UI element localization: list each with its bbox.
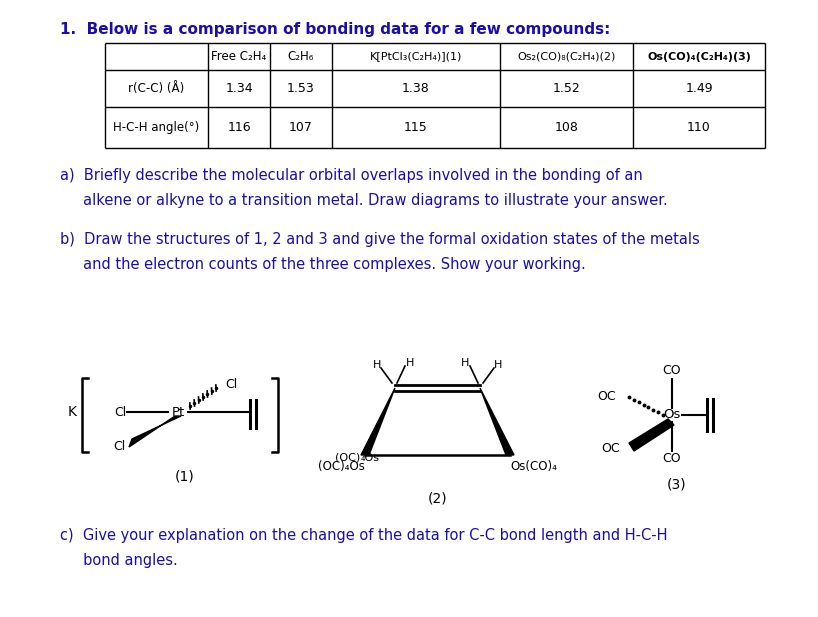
Text: OC: OC [597, 391, 616, 404]
Text: (2): (2) [428, 492, 447, 506]
Text: 115: 115 [404, 121, 428, 134]
Text: 1.53: 1.53 [287, 82, 315, 95]
Text: H: H [406, 358, 415, 368]
Text: (3): (3) [667, 478, 687, 492]
Text: 1.52: 1.52 [553, 82, 581, 95]
Text: bond angles.: bond angles. [60, 553, 178, 568]
Text: 107: 107 [289, 121, 313, 134]
Text: 1.  Below is a comparison of bonding data for a few compounds:: 1. Below is a comparison of bonding data… [60, 22, 610, 37]
Text: H: H [461, 358, 469, 368]
Text: (1): (1) [175, 470, 195, 484]
Text: (OC)₄Os: (OC)₄Os [318, 460, 365, 473]
Text: 1.49: 1.49 [685, 82, 712, 95]
Text: 108: 108 [555, 121, 578, 134]
Text: c)  Give your explanation on the change of the data for C-C bond length and H-C-: c) Give your explanation on the change o… [60, 528, 667, 543]
Polygon shape [129, 416, 181, 447]
Text: OC: OC [601, 442, 620, 455]
Text: K[PtCl₃(C₂H₄)](1): K[PtCl₃(C₂H₄)](1) [370, 51, 462, 62]
Text: H-C-H angle(°): H-C-H angle(°) [114, 121, 200, 134]
Text: ₄Os: ₄Os [361, 453, 380, 463]
Text: and the electron counts of the three complexes. Show your working.: and the electron counts of the three com… [60, 257, 586, 272]
Polygon shape [629, 419, 674, 451]
Text: 1.34: 1.34 [225, 82, 253, 95]
Text: a)  Briefly describe the molecular orbital overlaps involved in the bonding of a: a) Briefly describe the molecular orbita… [60, 168, 643, 183]
Text: 1.38: 1.38 [402, 82, 430, 95]
Text: b)  Draw the structures of 1, 2 and 3 and give the formal oxidation states of th: b) Draw the structures of 1, 2 and 3 and… [60, 232, 699, 247]
Text: H: H [494, 360, 502, 370]
Polygon shape [361, 388, 395, 455]
Text: Os: Os [663, 408, 681, 421]
Text: CO: CO [663, 452, 681, 465]
Text: Free C₂H₄: Free C₂H₄ [211, 50, 267, 63]
Text: C₂H₆: C₂H₆ [288, 50, 314, 63]
Text: (OC): (OC) [335, 453, 360, 463]
Text: Cl: Cl [113, 439, 125, 452]
Text: K: K [68, 405, 77, 419]
Text: Pt: Pt [172, 405, 185, 418]
Text: 110: 110 [687, 121, 711, 134]
Text: CO: CO [663, 365, 681, 378]
Text: Os(CO)₄: Os(CO)₄ [510, 460, 557, 473]
Text: Os(CO)₄(C₂H₄)(3): Os(CO)₄(C₂H₄)(3) [647, 51, 751, 62]
Text: r(C-C) (Å): r(C-C) (Å) [128, 82, 185, 95]
Text: H: H [373, 360, 381, 370]
Text: alkene or alkyne to a transition metal. Draw diagrams to illustrate your answer.: alkene or alkyne to a transition metal. … [60, 193, 667, 208]
Polygon shape [480, 388, 514, 455]
Text: Cl: Cl [114, 405, 126, 418]
Text: Os₂(CO)₈(C₂H₄)(2): Os₂(CO)₈(C₂H₄)(2) [517, 51, 616, 62]
Text: Cl: Cl [225, 378, 237, 392]
Text: 116: 116 [227, 121, 251, 134]
